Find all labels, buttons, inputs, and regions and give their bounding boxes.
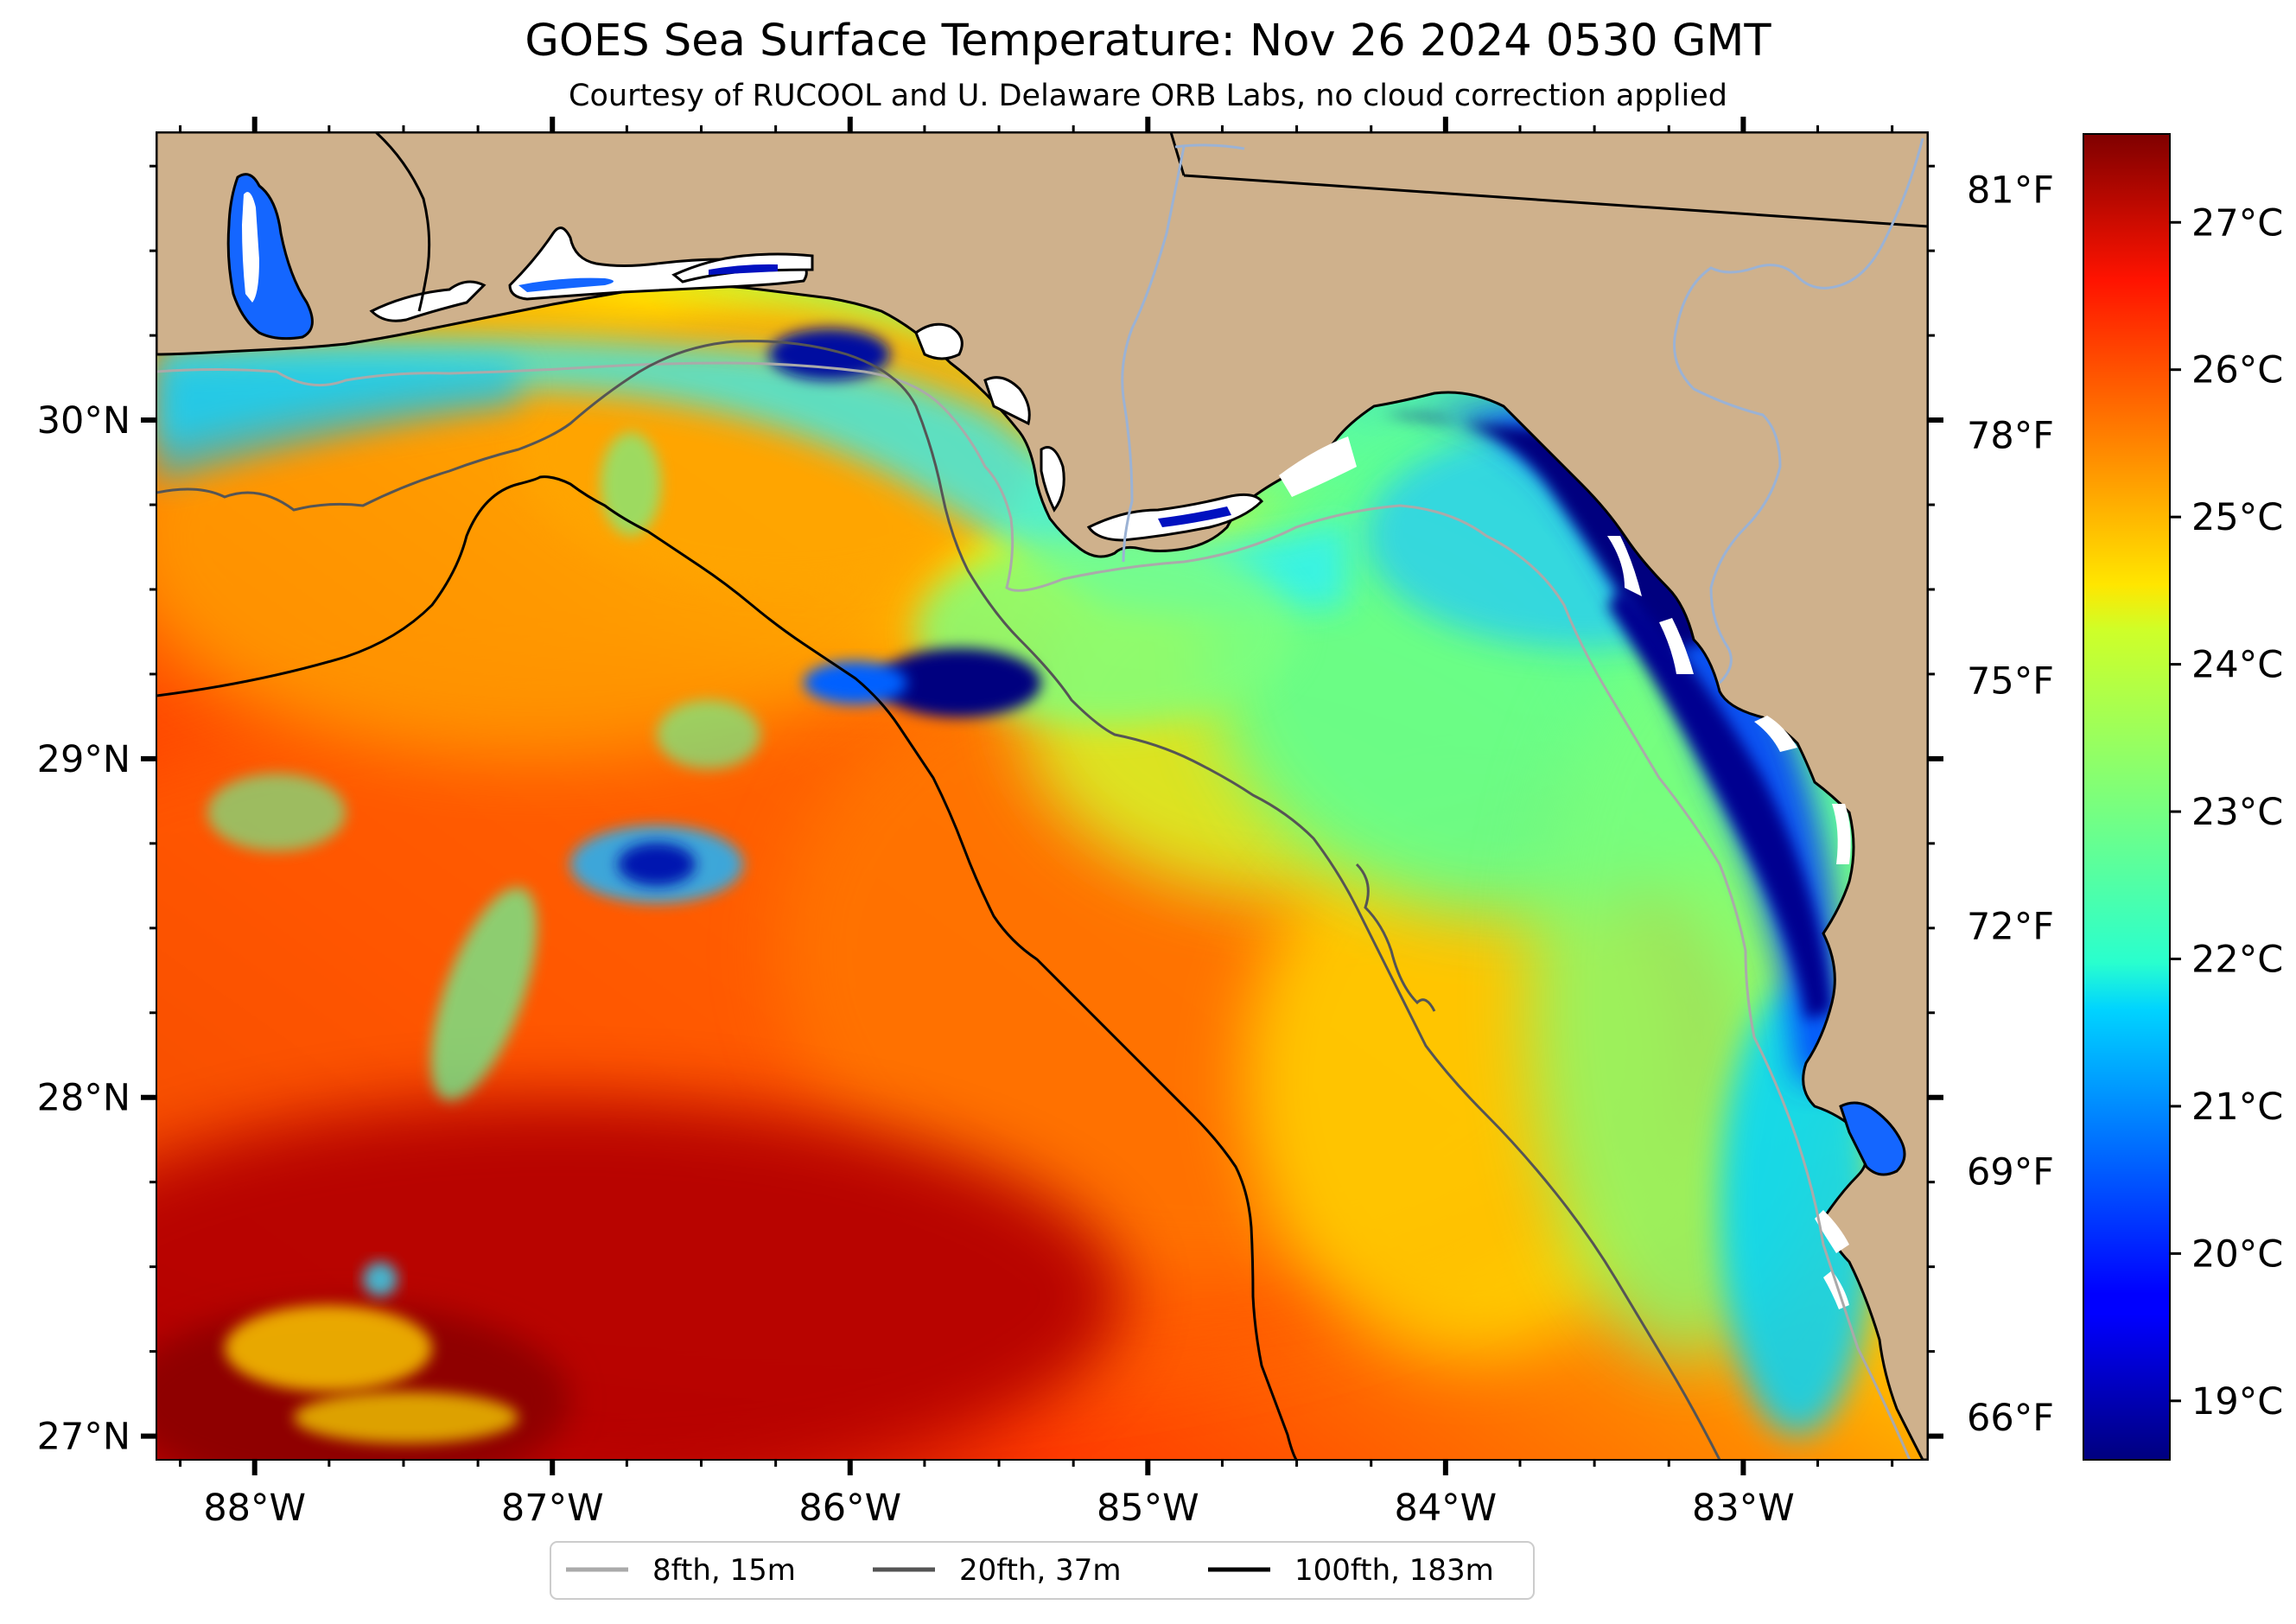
isobath-8fth	[156, 361, 1911, 1460]
map-frame	[156, 131, 1929, 1461]
fahrenheit-tick-label: 72°F	[1967, 906, 2054, 949]
fahrenheit-tick-label: 66°F	[1967, 1397, 2054, 1440]
colorbar-tick-label: 26°C	[2191, 349, 2283, 392]
fahrenheit-tick-label: 78°F	[1967, 414, 2054, 457]
lon-ticks-bottom: 88°W 87°W 86°W 85°W 84°W 83°W	[179, 1460, 1894, 1530]
lon-tick-label: 88°W	[203, 1487, 306, 1530]
colorbar-ticks: 27°C 26°C 25°C 24°C 23°C 22°C 21°C 20°C 19°C	[2170, 201, 2283, 1423]
sst-field	[156, 132, 1928, 1460]
lat-ticks-left: 30°N 29°N 28°N 27°N	[37, 164, 156, 1459]
lon-tick-label: 87°W	[501, 1487, 604, 1530]
lon-tick-label: 83°W	[1692, 1487, 1795, 1530]
lat-tick-label: 29°N	[37, 738, 130, 781]
lon-tick-label: 84°W	[1394, 1487, 1497, 1530]
lon-tick-label: 85°W	[1097, 1487, 1199, 1530]
legend-label: 20fth, 37m	[959, 1553, 1122, 1588]
fahrenheit-tick-label: 81°F	[1967, 169, 2054, 212]
lon-ticks-top	[179, 117, 1894, 132]
lon-tick-label: 86°W	[798, 1487, 901, 1530]
isobath-100fth	[156, 475, 1298, 1460]
chart-subtitle: Courtesy of RUCOOL and U. Delaware ORB L…	[569, 79, 1727, 113]
isobaths	[156, 340, 1911, 1460]
legend-label: 8fth, 15m	[652, 1553, 796, 1588]
state-border	[1183, 174, 1928, 228]
colorbar-tick-label: 24°C	[2191, 644, 2283, 687]
colorbar-tick-label: 20°C	[2191, 1232, 2283, 1276]
isobath-20fth	[156, 340, 1721, 1460]
fahrenheit-tick-label: 75°F	[1967, 660, 2054, 704]
colorbar	[2083, 133, 2171, 1461]
colorbar-tick-label: 22°C	[2191, 938, 2283, 981]
lat-tick-label: 27°N	[37, 1416, 130, 1459]
colorbar-tick-label: 23°C	[2191, 791, 2283, 834]
colorbar-tick-label: 19°C	[2191, 1380, 2283, 1423]
colorbar-tick-label: 25°C	[2191, 496, 2283, 539]
legend-label: 100fth, 183m	[1294, 1553, 1494, 1588]
land	[156, 132, 1928, 1460]
chart-title: GOES Sea Surface Temperature: Nov 26 202…	[525, 16, 1771, 67]
rivers	[1121, 137, 1924, 685]
lat-tick-label: 30°N	[37, 399, 130, 443]
lat-ticks-right: 81°F 78°F 75°F 72°F 69°F 66°F	[1928, 164, 2054, 1440]
colorbar-tick-label: 21°C	[2191, 1086, 2283, 1129]
lat-tick-label: 28°N	[37, 1077, 130, 1120]
fahrenheit-tick-label: 69°F	[1967, 1151, 2054, 1194]
isobath-legend: 8fth, 15m 20fth, 37m 100fth, 183m	[550, 1541, 1535, 1600]
colorbar-tick-label: 27°C	[2191, 201, 2283, 245]
